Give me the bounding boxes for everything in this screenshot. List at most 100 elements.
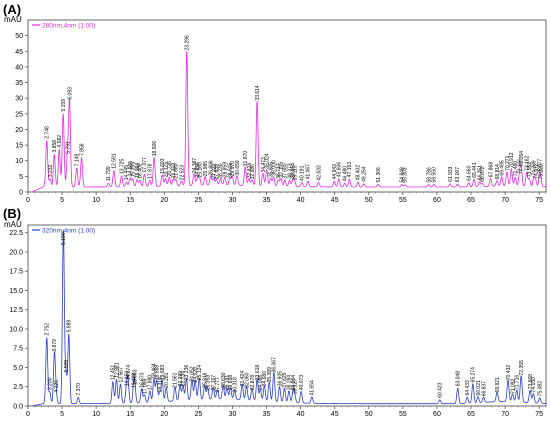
peak-label: 39.113 <box>292 165 298 180</box>
peak-label: 44.943 <box>332 164 338 180</box>
x-tick-label: 0 <box>26 411 30 418</box>
peak-label: 72.355 <box>519 360 525 376</box>
peak-label: 5.791 <box>65 141 71 154</box>
legend-label: 280nm,4nm (1.00) <box>42 23 95 30</box>
peak-label: 65.274 <box>471 367 477 383</box>
peak-label: 18.868 <box>154 365 160 381</box>
peak-label: 46.480 <box>343 166 349 182</box>
peak-label: 25.916 <box>202 372 208 388</box>
peak-label: 48.402 <box>356 165 362 181</box>
peak-label: 7.858 <box>79 143 85 156</box>
y-tick-label: 2.5 <box>13 384 23 391</box>
peak-label: 12.451 <box>111 365 117 381</box>
x-tick-label: 30 <box>229 411 237 418</box>
peak-label: 73.162 <box>524 155 530 171</box>
peak-label: 49.254 <box>362 166 368 182</box>
peak-label: 37.105 <box>279 162 285 178</box>
peak-label: 59.550 <box>432 167 438 183</box>
peak-label: 37.680 <box>283 163 289 179</box>
peak-label: 5.190 <box>61 232 67 245</box>
peak-label: 19.693 <box>160 158 166 174</box>
peak-label: 14.674 <box>126 365 132 381</box>
peak-label: 70.271 <box>505 155 511 171</box>
y-tick-label: 5.0 <box>13 365 23 372</box>
peak-label: 36.067 <box>272 357 278 373</box>
peak-label: 3.232 <box>48 164 54 177</box>
peak-label: 41.067 <box>306 164 312 180</box>
peak-label: 75.220 <box>538 164 544 180</box>
x-tick-label: 40 <box>297 197 305 204</box>
peak-label: 7.149 <box>75 154 81 167</box>
peak-label: 27.167 <box>211 375 217 391</box>
peak-label: 17.880 <box>148 375 154 391</box>
peak-label: 37.625 <box>282 372 288 388</box>
peak-label: 34.473 <box>261 157 267 173</box>
x-tick-label: 60 <box>433 411 441 418</box>
peak-label: 38.284 <box>287 375 293 391</box>
y-tick-label: 45 <box>15 49 23 56</box>
peak-label: 19.319 <box>157 377 163 393</box>
peak-label: 35.024 <box>265 153 271 169</box>
peak-label: 2.748 <box>45 126 51 139</box>
y-tick-label: 15.0 <box>9 288 23 295</box>
panel-label-b: (B) <box>3 206 22 221</box>
peak-label: 29.970 <box>230 161 236 177</box>
x-tick-label: 25 <box>194 411 202 418</box>
peak-label: 14.450 <box>124 371 130 387</box>
peak-label: 32.424 <box>247 163 253 179</box>
x-tick-label: 75 <box>535 197 543 204</box>
y-tick-label: 22.5 <box>9 230 23 237</box>
peak-label: 75.077 <box>538 159 544 175</box>
peak-label: 69.495 <box>499 160 505 176</box>
y-tick-label: 35 <box>15 80 23 87</box>
x-tick-label: 55 <box>399 411 407 418</box>
peak-label: 54.848 <box>400 167 406 183</box>
peak-label: 23.236 <box>184 365 190 381</box>
peak-label: 33.618 <box>255 365 261 381</box>
x-tick-label: 0 <box>26 197 30 204</box>
panel-label-a: (A) <box>3 2 22 17</box>
peak-label: 28.859 <box>222 162 228 178</box>
peak-label: 74.150 <box>531 377 537 393</box>
peak-label: 61.933 <box>448 166 454 182</box>
peak-label: 19.683 <box>160 365 166 381</box>
peak-label: 2.752 <box>45 323 51 336</box>
peak-label: 39.127 <box>292 378 298 394</box>
peak-label: 12.981 <box>114 362 120 378</box>
y-tick-label: 7.5 <box>13 346 23 353</box>
peak-label: 18.464 <box>152 363 158 379</box>
peak-label: 15.355 <box>130 162 136 178</box>
peak-label: 66.837 <box>481 381 487 397</box>
peak-label: 17.878 <box>148 163 154 179</box>
peak-label: 66.251 <box>477 165 483 181</box>
peak-label: 31.424 <box>240 371 246 387</box>
peak-label: 35.389 <box>267 367 273 383</box>
peak-label: 51.366 <box>376 167 382 183</box>
peak-label: 42.633 <box>316 165 322 181</box>
signal-line <box>31 50 546 193</box>
peak-label: 63.048 <box>456 371 462 387</box>
peak-label: 30.659 <box>235 160 241 176</box>
peak-label: 70.912 <box>509 152 515 168</box>
x-tick-label: 30 <box>229 197 237 204</box>
peak-label: 15.663 <box>133 369 139 385</box>
x-tick-label: 70 <box>501 197 509 204</box>
peak-label: 16.670 <box>139 372 145 388</box>
x-tick-label: 50 <box>365 197 373 204</box>
x-tick-label: 5 <box>60 197 64 204</box>
peak-label: 30.318 <box>232 377 238 393</box>
peak-label: 20.726 <box>167 161 173 177</box>
peak-label: 28.630 <box>221 372 227 388</box>
peak-label: 22.299 <box>178 371 184 387</box>
x-tick-label: 20 <box>160 197 168 204</box>
peak-label: 58.786 <box>426 167 432 183</box>
x-tick-label: 15 <box>126 411 134 418</box>
peak-label: 60.423 <box>438 382 444 398</box>
peak-label: 74.209 <box>532 160 538 176</box>
y-tick-label: 0.0 <box>13 404 23 411</box>
peak-label: 7.370 <box>76 383 82 396</box>
peak-label: 31.870 <box>243 151 249 167</box>
peak-label: 26.353 <box>205 375 211 391</box>
peak-label: 71.716 <box>515 375 521 391</box>
peak-label: 24.052 <box>190 366 196 382</box>
